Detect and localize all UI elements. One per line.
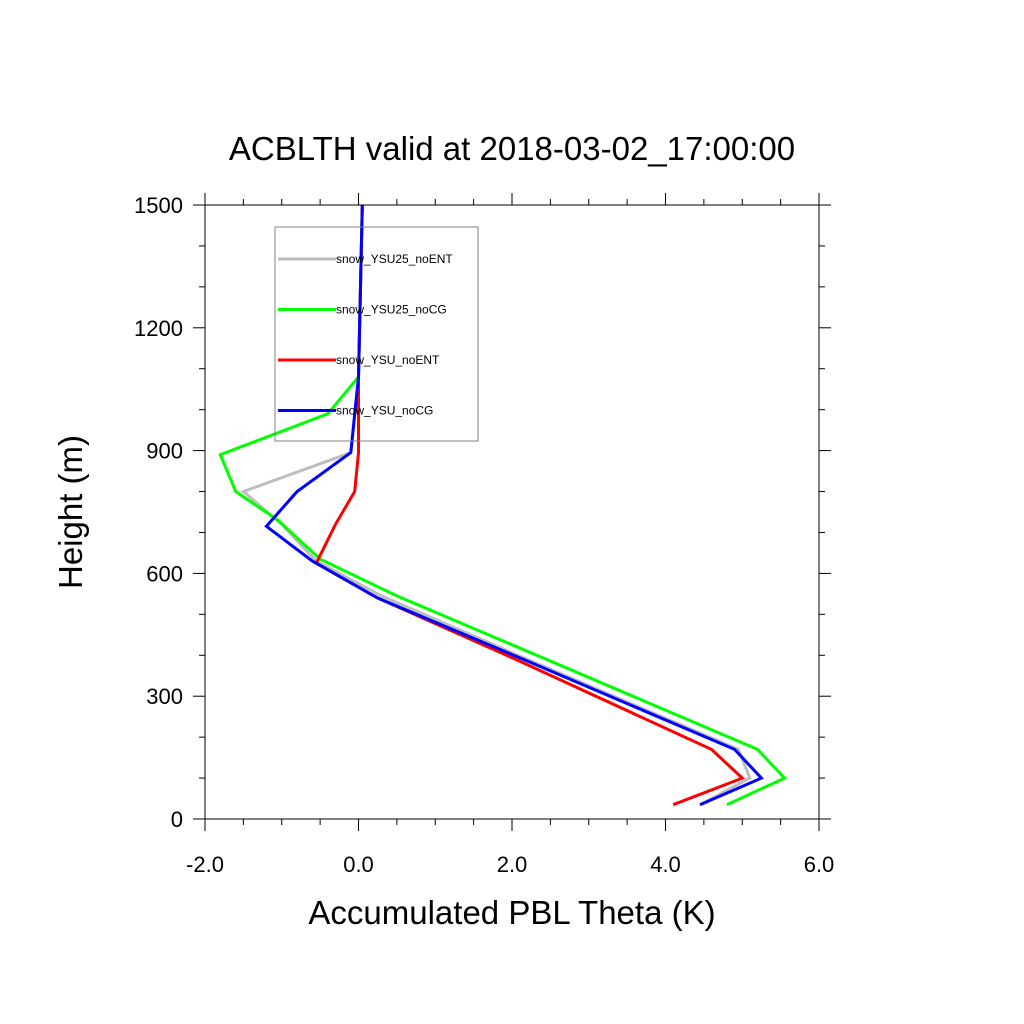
legend-box <box>274 226 479 442</box>
x-tick-label: 6.0 <box>804 852 835 877</box>
x-tick-label: -2.0 <box>186 852 224 877</box>
plot-lines <box>218 204 788 807</box>
legend-label-snow_YSU25_noCG: snow_YSU25_noCG <box>336 303 447 317</box>
y-tick-label: 300 <box>146 684 183 709</box>
x-tick-label: 2.0 <box>497 852 528 877</box>
legend-label-snow_YSU_noCG: snow_YSU_noCG <box>336 404 433 418</box>
legend: snow_YSU25_noENT snow_YSU25_noCG snow_YSU_… <box>274 226 479 442</box>
plot-frame <box>204 204 820 820</box>
series-line-snow_YSU_noCG <box>264 204 764 807</box>
y-tick-label: 0 <box>171 807 183 832</box>
legend-label-snow_YSU_noENT: snow_YSU_noENT <box>336 353 440 367</box>
series-line-snow_YSU25_noCG <box>218 204 788 807</box>
y-tick-label: 600 <box>146 561 183 586</box>
legend-label-snow_YSU25_noENT: snow_YSU25_noENT <box>336 252 453 266</box>
x-axis-label: Accumulated PBL Theta (K) <box>308 894 715 931</box>
x-tick-label: 0.0 <box>343 852 374 877</box>
y-tick-label: 1500 <box>134 193 183 218</box>
y-tick-label: 1200 <box>134 316 183 341</box>
y-tick-label: 900 <box>146 439 183 464</box>
chart-title: ACBLTH valid at 2018-03-02_17:00:00 <box>229 130 795 167</box>
y-axis-label: Height (m) <box>52 435 89 589</box>
x-tick-label: 4.0 <box>650 852 681 877</box>
axis-ticks: -2.0 0.0 2.0 4.0 6.0 0 300 600 900 1200 1500 <box>134 193 834 877</box>
